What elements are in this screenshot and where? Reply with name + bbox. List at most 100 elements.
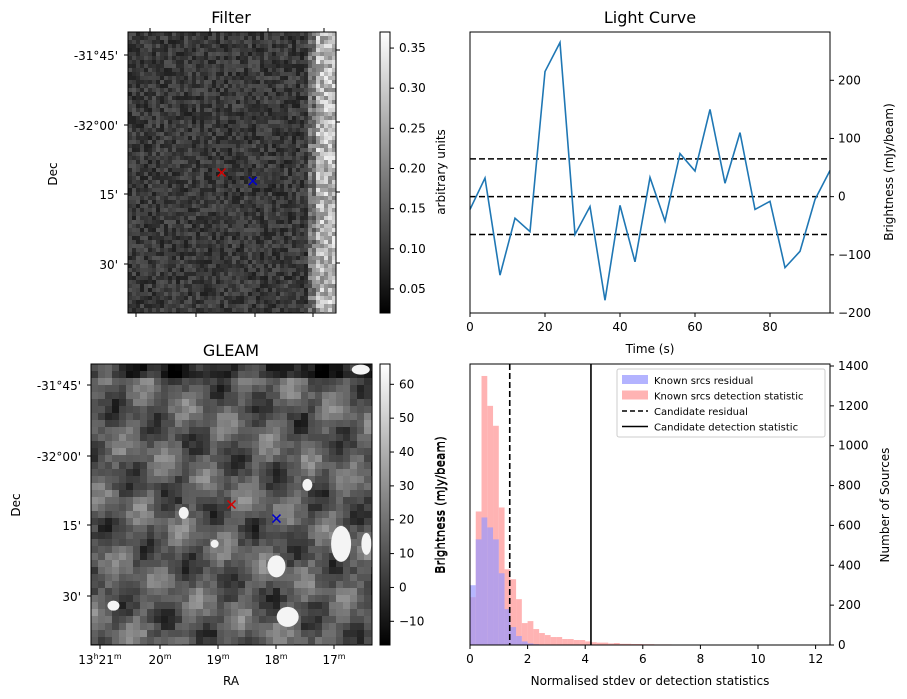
filter-pixel xyxy=(160,200,164,204)
filter-pixel xyxy=(268,40,272,44)
filter-pixel xyxy=(272,212,276,216)
gleam-pixel xyxy=(182,469,189,476)
gleam-pixel xyxy=(259,427,266,434)
filter-pixel xyxy=(284,288,288,292)
gleam-pixel xyxy=(105,385,112,392)
filter-pixel xyxy=(156,92,160,96)
filter-pixel xyxy=(308,200,312,204)
gleam-pixel xyxy=(203,567,210,574)
filter-pixel xyxy=(216,216,220,220)
gleam-pixel xyxy=(350,427,357,434)
gleam-pixel xyxy=(336,497,343,504)
gleam-pixel xyxy=(315,546,322,553)
filter-pixel xyxy=(200,60,204,64)
filter-pixel xyxy=(148,40,152,44)
filter-pixel xyxy=(292,188,296,192)
filter-pixel xyxy=(184,288,188,292)
filter-pixel xyxy=(248,308,252,312)
filter-pixel xyxy=(220,168,224,172)
filter-pixel xyxy=(240,156,244,160)
filter-pixel xyxy=(324,288,328,292)
filter-pixel xyxy=(296,152,300,156)
filter-pixel xyxy=(332,104,336,108)
filter-pixel xyxy=(276,164,280,168)
filter-pixel xyxy=(140,196,144,200)
filter-pixel xyxy=(160,256,164,260)
filter-pixel xyxy=(224,148,228,152)
gleam-pixel xyxy=(294,476,301,483)
filter-pixel xyxy=(276,288,280,292)
filter-pixel xyxy=(328,148,332,152)
gleam-pixel xyxy=(315,378,322,385)
filter-pixel xyxy=(252,216,256,220)
filter-pixel xyxy=(288,96,292,100)
gleam-pixel xyxy=(252,497,259,504)
filter-pixel xyxy=(280,108,284,112)
gleam-pixel xyxy=(91,406,98,413)
filter-pixel xyxy=(188,128,192,132)
gleam-pixel xyxy=(147,441,154,448)
gleam-image xyxy=(91,364,372,645)
gleam-pixel xyxy=(336,399,343,406)
filter-pixel xyxy=(276,92,280,96)
filter-pixel xyxy=(232,76,236,80)
filter-pixel xyxy=(252,80,256,84)
filter-pixel xyxy=(192,260,196,264)
filter-pixel xyxy=(252,268,256,272)
filter-pixel xyxy=(252,64,256,68)
filter-pixel xyxy=(156,240,160,244)
gleam-pixel xyxy=(273,525,280,532)
filter-pixel xyxy=(292,64,296,68)
filter-pixel xyxy=(264,164,268,168)
filter-pixel xyxy=(212,196,216,200)
filter-pixel xyxy=(296,276,300,280)
filter-pixel xyxy=(292,44,296,48)
gleam-pixel xyxy=(231,385,238,392)
filter-pixel xyxy=(280,96,284,100)
filter-pixel xyxy=(188,144,192,148)
filter-pixel xyxy=(304,292,308,296)
filter-pixel xyxy=(332,304,336,308)
filter-pixel xyxy=(152,244,156,248)
filter-pixel xyxy=(284,232,288,236)
filter-pixel xyxy=(140,104,144,108)
filter-pixel xyxy=(144,300,148,304)
filter-pixel xyxy=(184,68,188,72)
gleam-pixel xyxy=(210,497,217,504)
filter-pixel xyxy=(248,276,252,280)
filter-pixel xyxy=(264,144,268,148)
gleam-pixel xyxy=(161,553,168,560)
filter-pixel xyxy=(276,116,280,120)
gleam-pixel xyxy=(210,455,217,462)
gleam-pixel xyxy=(189,567,196,574)
filter-pixel xyxy=(260,92,264,96)
filter-pixel xyxy=(332,236,336,240)
filter-pixel xyxy=(152,192,156,196)
filter-pixel xyxy=(208,204,212,208)
gleam-pixel xyxy=(161,560,168,567)
gleam-pixel xyxy=(231,420,238,427)
filter-pixel xyxy=(140,32,144,36)
filter-pixel xyxy=(196,236,200,240)
filter-pixel xyxy=(308,104,312,108)
filter-pixel xyxy=(280,244,284,248)
filter-colorbar xyxy=(379,31,391,314)
filter-pixel xyxy=(324,308,328,312)
filter-pixel xyxy=(308,64,312,68)
filter-pixel xyxy=(140,300,144,304)
filter-pixel xyxy=(280,36,284,40)
filter-pixel xyxy=(192,292,196,296)
filter-pixel xyxy=(232,252,236,256)
filter-pixel xyxy=(172,148,176,152)
filter-pixel xyxy=(156,68,160,72)
filter-pixel xyxy=(160,40,164,44)
gleam-pixel xyxy=(154,553,161,560)
filter-pixel xyxy=(152,296,156,300)
gleam-pixel xyxy=(329,518,336,525)
gleam-pixel xyxy=(238,420,245,427)
filter-pixel xyxy=(180,120,184,124)
filter-pixel xyxy=(240,36,244,40)
filter-pixel xyxy=(148,240,152,244)
filter-pixel xyxy=(252,276,256,280)
